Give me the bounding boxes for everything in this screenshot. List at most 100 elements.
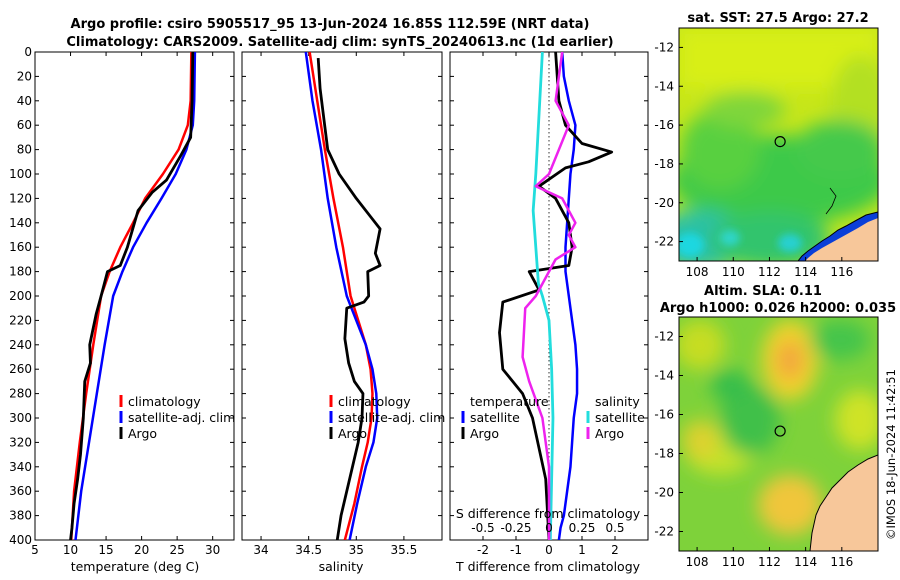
- legend-label-t-satellite: satellite: [470, 410, 520, 425]
- y-tick-label: -18: [654, 447, 674, 461]
- land-australia: [810, 455, 878, 551]
- legend-label-s-argo: Argo: [595, 426, 624, 441]
- x-tick-label: 35.5: [391, 543, 418, 557]
- y-tick-label: -12: [654, 330, 674, 344]
- salinity-panel: 34 34.5 35 35.5 salinity climatology satell…: [241, 51, 445, 574]
- figure-title-line2: Climatology: CARS2009. Satellite-adj cli…: [66, 35, 613, 50]
- series-line-s-argo: [521, 52, 577, 540]
- series-line-t-argo: [498, 52, 614, 540]
- y-tick-label: -12: [654, 40, 674, 54]
- legend-title-salinity: salinity: [595, 394, 640, 409]
- x-tick-label: 110: [722, 265, 745, 279]
- legend-label-argo: Argo: [338, 426, 367, 441]
- difference-xlabel: T difference from climatology: [455, 559, 641, 574]
- y-tick-label: 160: [9, 240, 32, 254]
- y-tick-label: -16: [654, 408, 674, 422]
- x-tick-label: 0: [545, 543, 553, 557]
- y-tick-label: 200: [9, 289, 32, 303]
- argo-float-marker: [774, 135, 786, 148]
- top-x-tick-label: 0.25: [569, 521, 596, 535]
- temperature-axes-box: [34, 51, 235, 541]
- temperature-panel: 5 10 15 20 25 3002040608010012014016018020022…: [9, 45, 235, 574]
- x-tick-label: 116: [830, 265, 853, 279]
- y-tick-label: 360: [9, 484, 32, 498]
- y-tick-label: 300: [9, 411, 32, 425]
- x-tick-label: 114: [794, 265, 817, 279]
- legend-label-satellite: satellite-adj. clim: [338, 410, 445, 425]
- y-tick-label: 280: [9, 387, 32, 401]
- legend-label-climatology: climatology: [338, 394, 411, 409]
- series-line-s-satellite: [531, 52, 555, 540]
- salinity-legend: climatology satellite-adj. clim Argo: [329, 394, 445, 441]
- y-tick-label: 140: [9, 216, 32, 230]
- sla-map-title-line2: Argo h1000: 0.026 h2000: 0.035: [660, 301, 896, 316]
- y-tick-label: 120: [9, 191, 32, 205]
- y-tick-label: -16: [654, 118, 674, 132]
- y-tick-label: 60: [17, 118, 32, 132]
- series-line-t-satellite: [557, 52, 579, 540]
- y-tick-label: -14: [654, 369, 674, 383]
- y-tick-label: -20: [654, 196, 674, 210]
- argo-float-marker: [774, 425, 786, 437]
- x-tick-label: 25: [170, 543, 185, 557]
- y-tick-label: 240: [9, 338, 32, 352]
- difference-legend: temperature satellite Argo salinity sate…: [461, 394, 645, 441]
- x-tick-label: 1: [578, 543, 586, 557]
- legend-label-s-satellite: satellite: [595, 410, 645, 425]
- y-tick-label: -20: [654, 486, 674, 500]
- legend-title-temperature: temperature: [470, 394, 549, 409]
- y-tick-label: 320: [9, 435, 32, 449]
- x-tick-label: 5: [31, 543, 39, 557]
- x-tick-label: 112: [758, 265, 781, 279]
- legend-label-t-argo: Argo: [470, 426, 499, 441]
- imos-credit: ©IMOS 18-Jun-2024 11:42:51: [884, 369, 898, 540]
- land-australia: [805, 218, 878, 261]
- y-tick-label: 100: [9, 167, 32, 181]
- series-line-satellite-adj-clim: [304, 52, 379, 540]
- y-tick-label: -14: [654, 79, 674, 93]
- x-tick-label: 34.5: [295, 543, 322, 557]
- top-x-tick-label: 0: [545, 521, 553, 535]
- legend-label-argo: Argo: [128, 426, 157, 441]
- top-x-tick-label: 0.5: [605, 521, 624, 535]
- difference-panel: -2 -1 0 1 2 T difference from climatology S …: [449, 51, 649, 574]
- temperature-legend: climatology satellite-adj. clim Argo: [119, 394, 235, 441]
- y-tick-label: 80: [17, 143, 32, 157]
- salinity-xlabel: salinity: [319, 559, 364, 574]
- x-tick-label: 30: [205, 543, 220, 557]
- sst-map: sat. SST: 27.5 Argo: 27.2: [654, 11, 879, 279]
- coastline: [797, 211, 878, 261]
- x-tick-label: 114: [794, 555, 817, 569]
- y-tick-label: -22: [654, 235, 674, 249]
- legend-label-satellite: satellite-adj. clim: [128, 410, 235, 425]
- top-x-tick-label: -0.5: [471, 521, 494, 535]
- x-tick-label: 112: [758, 555, 781, 569]
- y-tick-label: 400: [9, 533, 32, 547]
- y-tick-label: 260: [9, 362, 32, 376]
- sst-map-title: sat. SST: 27.5 Argo: 27.2: [687, 11, 868, 26]
- series-line-argo: [69, 52, 195, 540]
- sla-field: [679, 320, 878, 535]
- sla-map-title-line1: Altim. SLA: 0.11: [704, 284, 822, 299]
- x-tick-label: 10: [63, 543, 78, 557]
- y-tick-label: 180: [9, 265, 32, 279]
- y-tick-label: 380: [9, 509, 32, 523]
- y-tick-label: 220: [9, 313, 32, 327]
- x-tick-label: 34: [253, 543, 268, 557]
- y-tick-label: 340: [9, 460, 32, 474]
- bathymetry-contour: [825, 187, 837, 215]
- x-tick-label: -2: [477, 543, 489, 557]
- x-tick-label: 108: [686, 555, 709, 569]
- y-tick-label: -22: [654, 525, 674, 539]
- figure-title-line1: Argo profile: csiro 5905517_95 13-Jun-20…: [71, 17, 590, 32]
- x-tick-label: 116: [830, 555, 853, 569]
- sla-map: Altim. SLA: 0.11 Argo h1000: 0.026 h2000…: [654, 284, 896, 569]
- top-x-tick-label: -0.25: [500, 521, 531, 535]
- salinity-axes-box: [241, 51, 443, 541]
- y-tick-label: -18: [654, 157, 674, 171]
- y-tick-label: 20: [17, 69, 32, 83]
- coastline: [809, 454, 878, 551]
- x-tick-label: 35: [349, 543, 364, 557]
- series-line-argo: [316, 58, 382, 540]
